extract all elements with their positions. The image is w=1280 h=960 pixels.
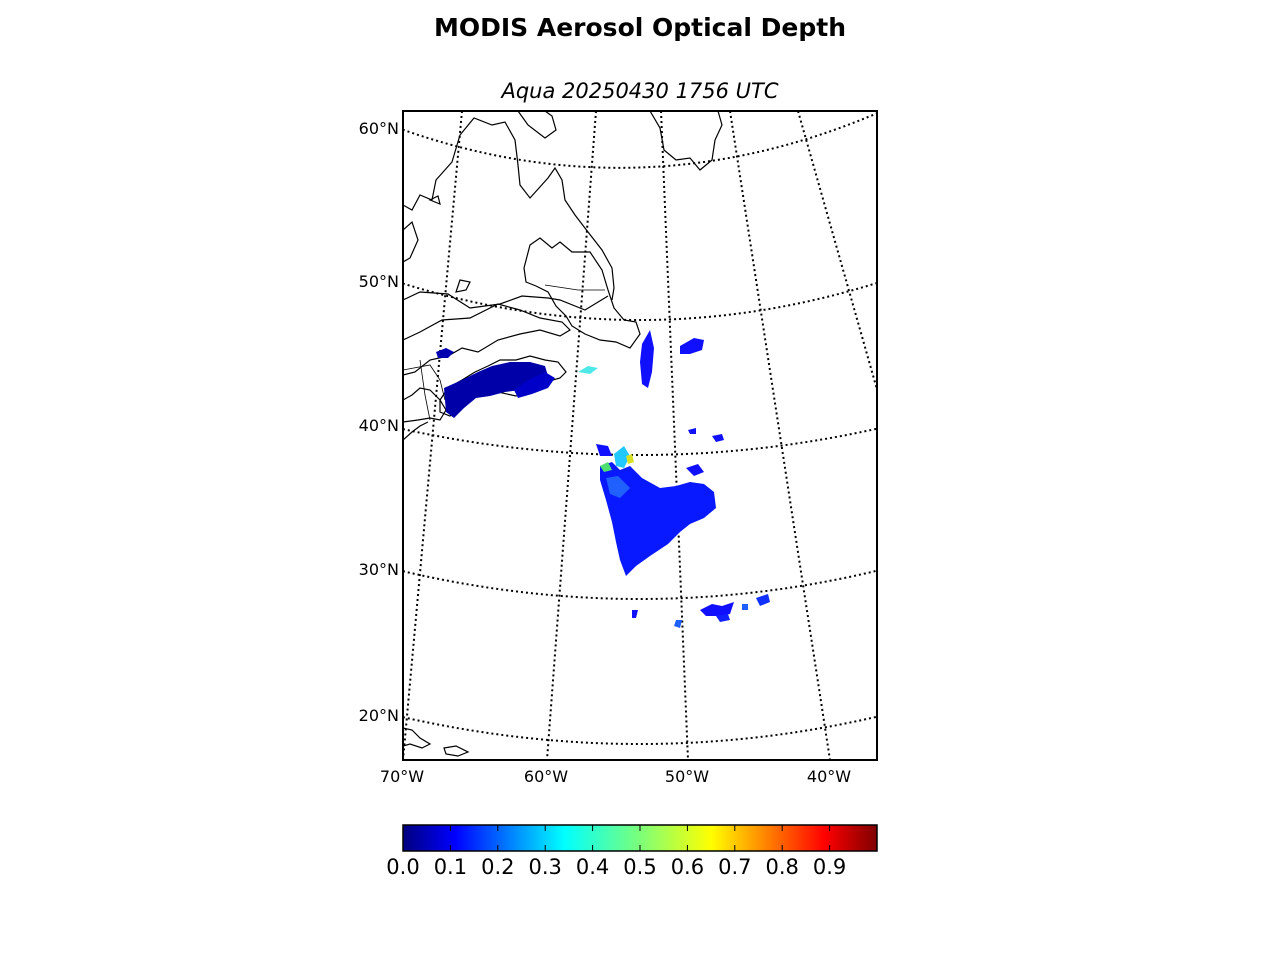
baffin-coast — [517, 111, 557, 139]
aod-patch-south-4 — [674, 620, 682, 628]
quebec-border — [403, 291, 609, 311]
aod-patch-ne-of-banks — [680, 338, 704, 354]
lat-label-50n: 50°N — [358, 272, 399, 291]
aod-patch-south-1 — [700, 602, 734, 616]
aod-patch-grand-banks — [640, 330, 654, 388]
parallel-30n — [403, 569, 877, 600]
aod-patch-swath-mid — [606, 476, 630, 498]
us-east-coast — [403, 421, 429, 441]
meridian-40w — [729, 111, 831, 760]
colorbar-ticks — [402, 825, 831, 851]
aod-patch-south-6 — [742, 604, 748, 610]
parallels — [403, 112, 877, 745]
lon-label-40w: 40°W — [806, 767, 852, 786]
border-labrador-quebec — [544, 284, 605, 291]
parallel-20n — [403, 715, 877, 745]
coastlines — [403, 111, 723, 757]
colorbar-tick-label: 0.9 — [812, 855, 847, 879]
aod-patch-gulf-of-maine — [444, 362, 548, 418]
colorbar-tick-label: 0.4 — [575, 855, 610, 879]
meridian-30w — [797, 111, 877, 394]
newfoundland-coast — [523, 237, 641, 349]
new-england-coast — [403, 387, 447, 423]
meridian-50w — [660, 111, 689, 760]
meridian-70w — [403, 111, 463, 760]
aod-patch-south-2 — [716, 614, 730, 622]
aod-patch-south-5 — [632, 610, 638, 618]
aod-patch-main-swath — [600, 462, 716, 576]
aod-patch-east-1 — [712, 434, 724, 442]
colorbar-tick-label: 0.3 — [528, 855, 562, 879]
lon-label-70w: 70°W — [379, 767, 425, 786]
border-us-canada — [403, 364, 446, 401]
greenland-coast — [649, 111, 723, 171]
aod-retrievals — [436, 330, 770, 628]
map-area — [403, 111, 877, 760]
lat-label-30n: 30°N — [358, 560, 399, 579]
meridian-60w — [546, 111, 597, 760]
lat-label-20n: 20°N — [358, 706, 399, 725]
caribbean-island — [443, 745, 470, 757]
aod-patch-swath-yellow — [626, 454, 634, 464]
small-island-1 — [428, 195, 441, 205]
parallel-50n — [403, 281, 877, 321]
colorbar-tick-label: 0.5 — [623, 855, 657, 879]
meridians — [403, 111, 877, 760]
aod-patch-east-2 — [688, 428, 696, 434]
lat-label-40n: 40°N — [358, 416, 399, 435]
borders — [403, 284, 605, 421]
figure-title: MODIS Aerosol Optical Depth — [433, 13, 846, 42]
parallel-60n — [403, 112, 877, 169]
aod-patch-nova-scotia — [514, 372, 555, 398]
aod-patch-cyan-sliver — [578, 366, 598, 374]
lon-label-60w: 60°W — [523, 767, 569, 786]
aod-patch-south-3 — [756, 594, 770, 606]
aod-patch-north-shore — [436, 348, 454, 358]
border-interior — [419, 359, 431, 421]
hudson-coast — [403, 220, 419, 263]
lon-label-50w: 50°W — [664, 767, 710, 786]
map-frame — [402, 110, 878, 761]
colorbar-tick-label: 0.6 — [670, 855, 705, 879]
colorbar-tick-label: 0.0 — [386, 855, 420, 879]
aod-patch-north-of-swath — [596, 444, 612, 456]
map-subtitle: Aqua 20250430 1756 UTC — [501, 79, 779, 103]
aod-patch-swath-cyan — [614, 446, 630, 468]
caribbean-coast — [403, 727, 432, 749]
colorbar-tick-label: 0.1 — [433, 855, 468, 879]
aod-patch-swath-green — [600, 462, 612, 472]
labrador-coast — [403, 117, 615, 301]
colorbar-tick-label: 0.7 — [718, 855, 752, 879]
small-island-2 — [455, 279, 471, 293]
aod-patch-east-3 — [686, 464, 704, 476]
parallel-40n — [403, 427, 877, 456]
colorbar-tick-label: 0.8 — [765, 855, 799, 879]
colorbar-tick-label: 0.2 — [481, 855, 515, 879]
lat-label-60n: 60°N — [358, 119, 399, 138]
